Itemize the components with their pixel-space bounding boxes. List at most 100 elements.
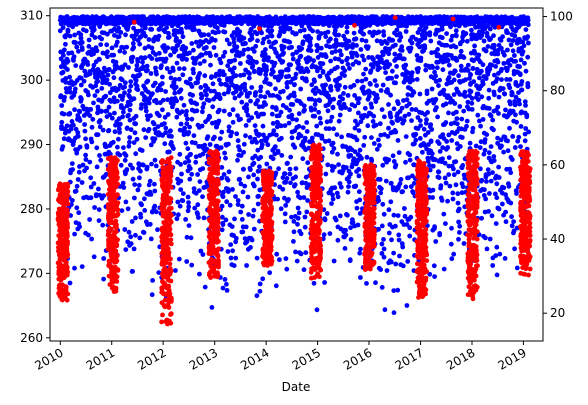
blue-point — [156, 50, 162, 56]
blue-point — [356, 128, 362, 134]
blue-point — [117, 152, 123, 158]
blue-point — [394, 74, 399, 79]
blue-point — [141, 230, 147, 236]
blue-point — [275, 196, 280, 202]
blue-point — [351, 82, 357, 88]
blue-point — [454, 116, 460, 121]
blue-point — [67, 33, 73, 39]
blue-point — [378, 132, 384, 138]
blue-point — [323, 171, 329, 177]
blue-point — [439, 26, 445, 32]
blue-point — [184, 259, 190, 264]
blue-point — [241, 72, 247, 78]
blue-point — [404, 303, 410, 308]
blue-point — [511, 219, 516, 225]
blue-point — [122, 227, 128, 232]
blue-point — [244, 102, 250, 107]
blue-point — [503, 107, 508, 113]
blue-point — [65, 67, 70, 72]
blue-point — [123, 199, 129, 205]
blue-point — [270, 69, 276, 75]
blue-point — [317, 73, 323, 79]
blue-point — [290, 102, 296, 107]
blue-point — [474, 66, 480, 72]
blue-point — [185, 146, 191, 152]
blue-point — [245, 194, 251, 200]
blue-point — [482, 187, 487, 193]
blue-point — [483, 48, 489, 54]
blue-point — [248, 167, 253, 173]
blue-point — [121, 105, 126, 111]
blue-point — [109, 45, 115, 51]
blue-point — [395, 138, 401, 143]
blue-point — [521, 43, 527, 49]
blue-point — [254, 31, 260, 37]
blue-point — [97, 124, 103, 130]
blue-point — [145, 117, 151, 122]
red-point — [113, 259, 119, 265]
blue-point — [320, 70, 326, 75]
red-point — [61, 196, 67, 202]
blue-point — [106, 67, 112, 72]
red-point — [64, 186, 69, 191]
blue-point — [120, 114, 125, 120]
blue-point — [364, 154, 370, 160]
blue-point — [513, 112, 518, 118]
blue-point — [386, 230, 392, 236]
blue-point — [339, 134, 344, 140]
blue-point — [465, 99, 471, 105]
blue-point — [269, 28, 275, 33]
blue-point — [131, 45, 137, 50]
blue-point — [481, 151, 487, 157]
blue-point — [340, 96, 345, 102]
blue-point — [258, 93, 264, 99]
blue-point — [266, 55, 271, 60]
blue-point — [178, 187, 184, 193]
blue-point — [405, 70, 411, 76]
blue-point — [255, 176, 260, 182]
blue-point — [398, 116, 403, 122]
blue-point — [228, 255, 234, 261]
blue-point — [210, 104, 216, 110]
blue-point — [433, 96, 439, 102]
blue-point — [329, 201, 334, 207]
blue-point — [335, 151, 340, 157]
blue-point — [145, 67, 150, 73]
blue-point — [81, 78, 87, 84]
blue-point — [441, 87, 447, 93]
blue-point — [503, 192, 508, 198]
blue-point — [428, 138, 434, 144]
blue-point — [358, 119, 364, 125]
blue-point — [326, 77, 332, 82]
blue-point — [432, 224, 437, 230]
blue-point — [413, 131, 419, 137]
blue-point — [380, 52, 386, 58]
blue-point — [221, 91, 227, 97]
blue-point — [200, 194, 205, 200]
blue-point — [371, 141, 377, 146]
blue-point — [143, 104, 149, 110]
blue-point — [361, 71, 366, 77]
blue-point — [128, 79, 134, 84]
blue-point — [213, 52, 219, 58]
blue-point — [101, 74, 107, 80]
blue-point — [522, 131, 528, 137]
blue-point — [453, 159, 459, 165]
blue-point — [232, 95, 238, 101]
blue-point — [431, 263, 437, 269]
blue-point — [291, 239, 296, 244]
blue-point — [255, 38, 260, 44]
blue-point — [278, 109, 284, 115]
blue-point — [258, 88, 263, 94]
blue-point — [386, 157, 392, 163]
blue-point — [484, 246, 490, 252]
blue-point — [184, 121, 190, 127]
blue-point — [218, 60, 224, 66]
blue-point — [330, 104, 336, 110]
blue-point — [193, 39, 199, 45]
blue-point — [490, 170, 495, 176]
blue-point — [454, 121, 460, 127]
blue-point — [336, 56, 342, 62]
blue-point — [312, 107, 318, 112]
blue-point — [370, 33, 376, 38]
